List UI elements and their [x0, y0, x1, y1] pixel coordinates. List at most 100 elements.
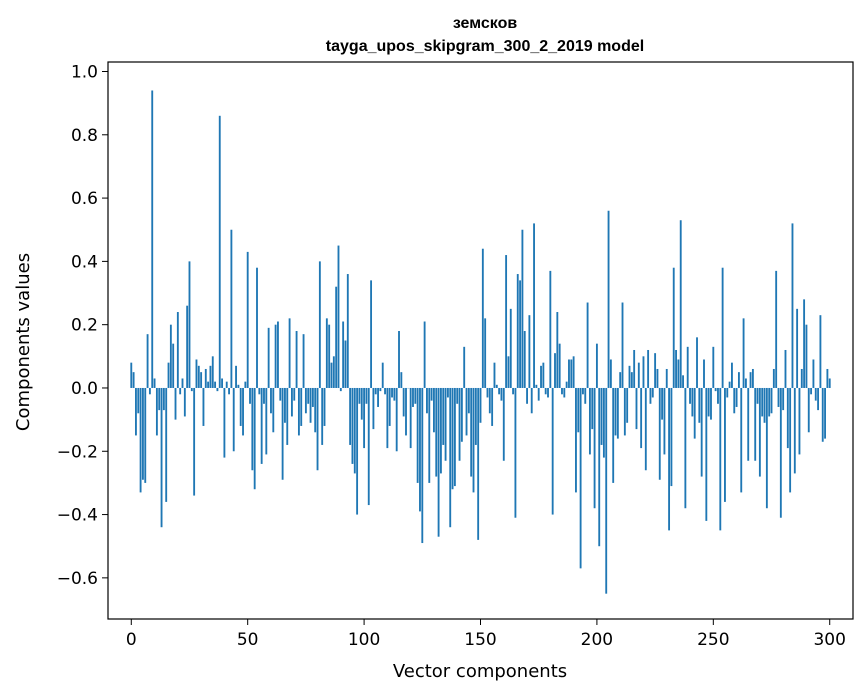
bar-11 — [155, 387, 158, 436]
bar-192 — [577, 387, 580, 433]
bar-91 — [342, 321, 345, 388]
bar-74 — [302, 334, 305, 388]
bar-81 — [318, 261, 321, 388]
bar-102 — [367, 387, 370, 506]
bar-275 — [770, 387, 773, 414]
y-tick-label-4: 0.2 — [71, 316, 98, 336]
bar-241 — [691, 387, 694, 417]
bar-140 — [456, 387, 459, 404]
bar-239 — [686, 346, 689, 388]
bar-287 — [798, 387, 801, 455]
bar-63 — [277, 321, 279, 388]
bar-180 — [549, 270, 552, 388]
bar-67 — [286, 387, 289, 445]
bar-7 — [146, 334, 149, 388]
bar-104 — [372, 387, 375, 430]
bar-159 — [500, 387, 503, 401]
bar-6 — [144, 387, 147, 483]
bar-276 — [772, 368, 775, 388]
bar-281 — [784, 349, 787, 388]
bar-45 — [235, 365, 237, 388]
bar-46 — [237, 384, 240, 388]
bar-66 — [284, 387, 286, 423]
bar-185 — [561, 387, 563, 395]
bar-274 — [768, 387, 771, 417]
bar-95 — [351, 387, 354, 464]
bar-78 — [311, 387, 314, 407]
bar-197 — [588, 387, 591, 455]
bar-115 — [398, 331, 400, 388]
bar-125 — [421, 387, 424, 544]
bar-97 — [356, 387, 359, 515]
bar-12 — [158, 387, 161, 411]
bar-195 — [584, 387, 587, 404]
bar-226 — [656, 368, 659, 388]
bar-202 — [600, 387, 603, 445]
bar-88 — [335, 286, 338, 388]
bar-219 — [640, 387, 643, 449]
bar-288 — [800, 368, 803, 388]
bar-108 — [381, 362, 384, 388]
bar-166 — [516, 274, 519, 388]
bar-101 — [365, 387, 368, 404]
bar-113 — [393, 387, 396, 401]
bar-87 — [332, 356, 335, 388]
bar-267 — [751, 368, 754, 388]
bar-205 — [607, 210, 610, 388]
bar-234 — [675, 349, 677, 388]
bar-198 — [591, 387, 594, 430]
bar-127 — [426, 387, 428, 414]
bar-47 — [239, 387, 242, 426]
bar-215 — [630, 372, 633, 388]
bar-286 — [796, 308, 799, 388]
bar-148 — [474, 387, 477, 445]
bar-136 — [446, 387, 449, 398]
bar-248 — [707, 387, 710, 417]
bar-278 — [777, 387, 780, 407]
bar-84 — [325, 318, 328, 388]
bar-27 — [193, 387, 196, 496]
bar-294 — [814, 387, 817, 401]
y-tick-label-5: 0.4 — [71, 252, 98, 272]
bar-28 — [195, 359, 198, 388]
bar-147 — [472, 387, 475, 493]
bar-223 — [649, 387, 652, 404]
chart-title-line-1: земсков — [453, 15, 518, 32]
bar-70 — [293, 387, 296, 401]
bar-24 — [186, 305, 189, 388]
bar-80 — [316, 387, 319, 471]
x-axis-ticks: 0 50 100 150 200 250 300 — [126, 619, 846, 650]
bar-211 — [621, 302, 624, 388]
bar-162 — [507, 356, 510, 388]
bar-20 — [176, 312, 179, 388]
bar-230 — [665, 368, 668, 388]
bar-173 — [533, 223, 535, 388]
bar-249 — [710, 387, 712, 420]
bar-124 — [419, 387, 421, 512]
bar-16 — [167, 362, 170, 388]
bar-92 — [344, 340, 347, 388]
y-tick-label-6: 0.6 — [71, 189, 98, 209]
bar-189 — [570, 359, 573, 388]
bar-116 — [400, 372, 403, 388]
bar-141 — [458, 387, 461, 461]
bar-258 — [731, 362, 733, 388]
bar-161 — [505, 255, 508, 388]
bar-240 — [689, 387, 691, 404]
bar-190 — [572, 356, 575, 388]
bar-293 — [812, 359, 815, 388]
bar-93 — [346, 274, 349, 388]
bar-272 — [763, 387, 766, 423]
bar-139 — [453, 387, 456, 487]
bar-37 — [216, 387, 219, 392]
y-tick-label-3: 0.0 — [71, 379, 98, 399]
bar-165 — [514, 387, 517, 518]
bar-216 — [633, 349, 636, 388]
bar-128 — [428, 387, 431, 483]
bar-212 — [623, 387, 626, 436]
bar-110 — [386, 387, 389, 449]
bar-257 — [728, 381, 731, 388]
bar-38 — [218, 115, 221, 388]
bar-206 — [609, 359, 612, 388]
bar-44 — [232, 387, 235, 452]
